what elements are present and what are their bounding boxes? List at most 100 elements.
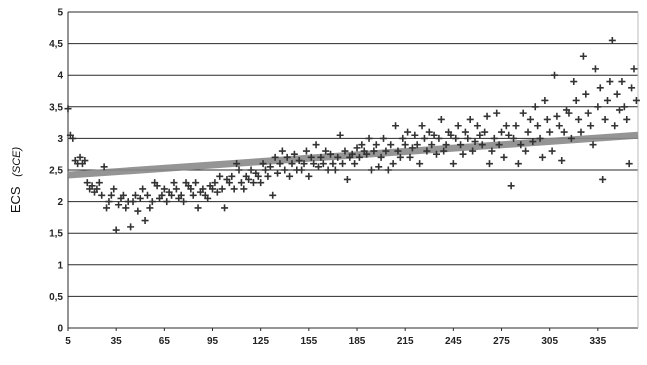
data-point [367,166,375,174]
data-point [502,122,510,130]
data-point [558,157,566,165]
y-tick-label: 3,5 [49,102,63,113]
data-point [148,198,156,206]
y-tick-label: 1 [57,260,63,271]
data-point [495,141,503,149]
data-point [322,147,330,155]
data-point [382,147,390,155]
x-tick-label: 245 [445,336,462,347]
data-point [278,147,286,155]
y-tick-label: 2,5 [49,166,63,177]
data-point [432,150,440,158]
data-point [541,96,549,104]
data-point [406,153,414,161]
trend-line [67,131,639,179]
data-point [312,141,320,149]
data-point [534,122,542,130]
data-point [341,147,349,155]
data-point [254,172,262,180]
data-point [177,191,185,199]
data-point [606,78,614,86]
data-point [348,150,356,158]
data-point [623,115,631,123]
data-point [129,198,137,206]
data-point [136,194,144,202]
data-point [93,185,101,193]
y-axis-label-unit: (SCE) [11,147,23,177]
data-point [500,153,508,161]
data-point [115,201,123,209]
data-point [324,166,332,174]
data-point [404,128,412,136]
data-point [88,182,96,190]
data-point [575,115,583,123]
data-point [146,204,154,212]
data-point [452,134,460,142]
data-point [228,172,236,180]
data-point [488,147,496,155]
data-point [579,52,587,60]
data-point [625,160,633,168]
data-point [555,122,563,130]
data-point [288,160,296,168]
data-point [425,128,433,136]
data-point [435,134,443,142]
data-point [599,175,607,183]
data-point [510,134,518,142]
x-tick-label: 185 [349,336,366,347]
y-tick-label: 3 [57,134,63,145]
data-point [131,191,139,199]
data-point [543,115,551,123]
data-point [233,160,241,168]
data-point [264,172,272,180]
data-point [95,179,103,187]
data-point [187,185,195,193]
data-point [69,134,77,142]
data-point [213,188,221,196]
x-tick-label: 275 [493,336,510,347]
x-tick-label: 155 [301,336,318,347]
data-point [218,185,226,193]
data-point [628,84,636,92]
data-point [81,157,89,165]
data-point [380,134,388,142]
data-point [553,112,561,120]
data-point [447,131,455,139]
y-tick-label: 4 [57,71,63,82]
data-point [274,169,282,177]
data-point [170,179,178,187]
data-point [317,153,325,161]
data-point [204,194,212,202]
data-point [351,160,359,168]
data-point [440,147,448,155]
data-point [83,179,91,187]
data-point [286,172,294,180]
data-point [266,163,274,171]
x-tick-label: 125 [252,336,269,347]
data-point [358,141,366,149]
y-axis-label: ECS (SCE) [8,147,23,214]
data-point [247,166,255,174]
data-point [143,191,151,199]
data-point [411,131,419,139]
data-point [300,160,308,168]
data-point [505,131,513,139]
data-point [616,106,624,114]
data-point [107,191,115,199]
data-point [377,153,385,161]
x-tick-label: 95 [207,336,219,347]
data-point [295,157,303,165]
data-point [168,191,176,199]
data-point [548,147,556,155]
data-point [105,198,113,206]
data-point [428,141,436,149]
data-point [551,71,559,79]
data-point [302,147,310,155]
data-point [230,185,238,193]
data-point [355,153,363,161]
data-point [601,115,609,123]
data-point [103,204,111,212]
data-point [141,217,149,225]
data-point [589,141,597,149]
data-point [620,103,628,111]
